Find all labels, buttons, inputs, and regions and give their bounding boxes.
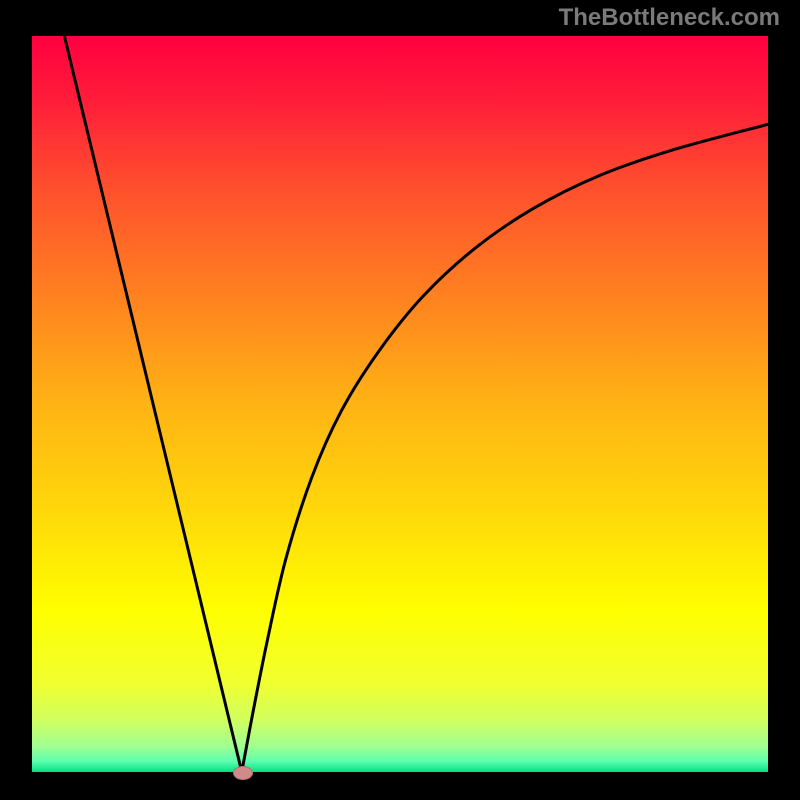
- chart-container: TheBottleneck.com: [0, 0, 800, 800]
- watermark-text: TheBottleneck.com: [559, 4, 780, 32]
- curve-layer: [32, 36, 768, 772]
- bottleneck-curve: [64, 36, 768, 772]
- minimum-point-marker: [233, 766, 253, 780]
- plot-area: [32, 36, 768, 772]
